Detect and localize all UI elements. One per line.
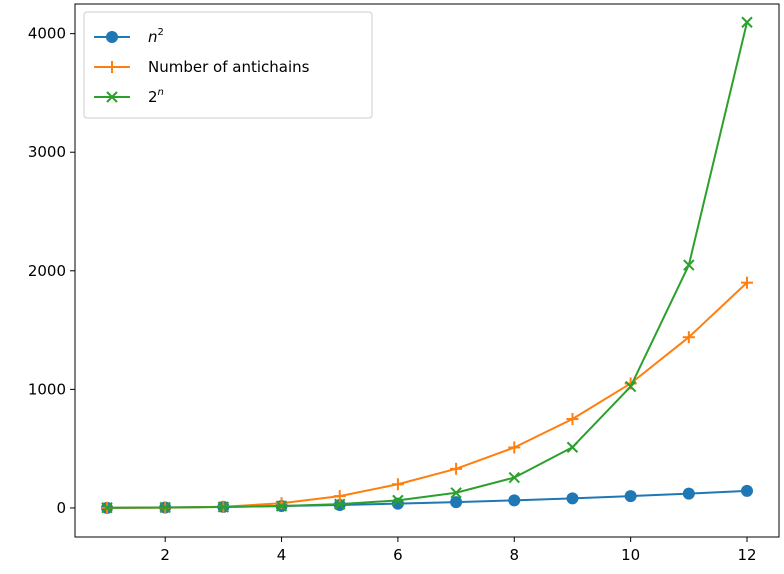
series-1-point-11	[741, 276, 753, 289]
legend-marker-0	[106, 31, 118, 43]
series-1-point-4	[333, 490, 346, 503]
y-tick-label-4: 4000	[28, 25, 66, 43]
series-1-point-6	[450, 462, 463, 475]
series-2-point-3	[275, 500, 288, 512]
series-2-line	[106, 22, 748, 509]
series-2-point-1-b	[159, 501, 171, 514]
series-2-point-4	[334, 498, 346, 510]
legend-label-2-base: 2	[148, 88, 158, 106]
series-0-point-8	[566, 492, 579, 505]
legend-entry-2: 2n	[94, 87, 164, 106]
legend-marker-2-b	[106, 91, 118, 103]
series-2-point-6	[450, 487, 462, 499]
series-2-point-8	[566, 441, 579, 453]
legend-label-1: Number of antichains	[148, 58, 310, 76]
series-2-point-5	[392, 494, 404, 507]
x-tick-label-2: 6	[393, 546, 403, 564]
series-2-point-11	[741, 16, 753, 28]
series-2-point-6-b	[450, 487, 462, 499]
series-0-point-7	[508, 494, 521, 507]
legend-label-2: 2n	[148, 87, 164, 106]
x-axis: 2 4 6 8 10 12	[160, 537, 757, 564]
series-2-point-9-b	[624, 380, 637, 393]
series-2-point-9	[624, 380, 637, 393]
series-2-point-11-b	[741, 16, 753, 28]
y-tick-label-1: 1000	[28, 380, 66, 398]
series-1-point-10	[682, 331, 695, 344]
x-tick-label-0: 2	[160, 546, 170, 564]
series-0-point-9	[624, 490, 637, 503]
series-2-point-0-b	[101, 502, 113, 514]
y-axis: 0 1000 2000 3000 4000	[28, 25, 75, 517]
legend-entry-0: n2	[94, 27, 164, 46]
y-tick-label-3: 3000	[28, 143, 66, 161]
series-2-point-4-b	[334, 498, 346, 510]
x-tick-label-1: 4	[277, 546, 287, 564]
series-0-point-10	[682, 487, 695, 500]
legend-box	[83, 11, 373, 119]
series-2-point-2	[217, 501, 230, 513]
series-1-point-7	[508, 441, 521, 454]
legend: n2 Number of antichains 2n	[83, 11, 373, 119]
series-2-point-8-b	[566, 441, 579, 453]
series-1-point-8	[566, 413, 579, 426]
series-2-point-5-b	[392, 494, 404, 507]
legend-label-2-sup: n	[158, 87, 164, 98]
y-tick-label-2: 2000	[28, 262, 66, 280]
series-2-point-3-b	[275, 500, 288, 512]
plot-marks	[101, 16, 753, 514]
series-0-point-11	[741, 484, 753, 497]
x-tick-label-5: 12	[737, 546, 756, 564]
x-tick-label-4: 10	[621, 546, 640, 564]
legend-entry-1: Number of antichains	[94, 58, 310, 76]
series-2-point-10	[683, 259, 695, 271]
series-0-point-6	[450, 496, 463, 509]
series-2-point-7	[508, 471, 520, 484]
legend-label-0: n2	[148, 27, 164, 46]
legend-label-0-base: n	[148, 28, 158, 46]
x-tick-label-3: 8	[509, 546, 519, 564]
series-2-point-7-b	[508, 471, 520, 484]
y-tick-label-0: 0	[56, 499, 66, 517]
series-2-point-0	[101, 502, 113, 514]
series-2-point-1	[159, 501, 171, 514]
series-2-point-2-b	[217, 501, 230, 513]
legend-label-0-sup: 2	[158, 27, 164, 38]
series-2-point-10-b	[683, 259, 695, 271]
series-1-point-5	[391, 478, 404, 491]
